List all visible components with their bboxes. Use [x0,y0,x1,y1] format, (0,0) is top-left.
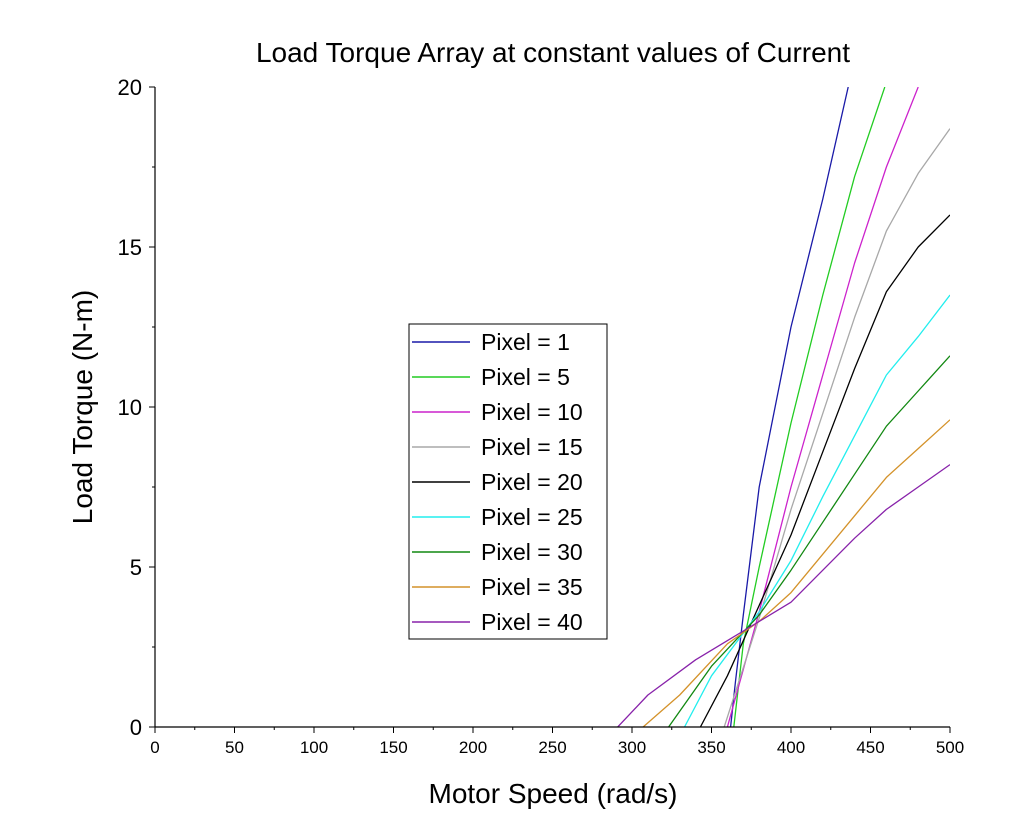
series-line-7 [668,355,950,727]
series-line-8 [642,419,950,727]
x-tick-label: 450 [856,738,884,757]
series-line-3 [726,87,919,727]
y-axis-label: Load Torque (N-m) [67,290,98,524]
legend-label-4: Pixel = 15 [481,434,583,460]
x-tick-label: 0 [150,738,159,757]
x-tick-label: 400 [777,738,805,757]
x-tick-label: 50 [225,738,244,757]
x-tick-label: 500 [936,738,964,757]
legend-label-1: Pixel = 1 [481,329,570,355]
legend-items: Pixel = 1 Pixel = 5 Pixel = 10 Pixel = 15 Pi… [412,329,583,635]
plot-area: 0 50 100 150 200 250 300 350 400 450 500 0 5 10 15 20 [118,75,965,757]
legend-label-2: Pixel = 5 [481,364,570,390]
legend: Pixel = 1 Pixel = 5 Pixel = 10 Pixel = 15 Pi… [408,323,608,640]
y-tick-label: 0 [130,715,142,740]
x-tick-label: 350 [697,738,725,757]
x-tick-label: 200 [459,738,487,757]
legend-label-9: Pixel = 40 [481,609,583,635]
series-layer [617,87,950,727]
x-tick-layer: 0 50 100 150 200 250 300 350 400 450 500 [150,727,964,757]
x-tick-label: 250 [538,738,566,757]
legend-label-6: Pixel = 25 [481,504,583,530]
x-tick-label: 100 [300,738,328,757]
x-axis-label: Motor Speed (rad/s) [429,778,678,809]
series-line-4 [723,128,950,727]
series-line-2 [733,87,886,727]
series-line-9 [617,464,950,727]
legend-label-7: Pixel = 30 [481,539,583,565]
series-line-5 [699,214,950,727]
y-tick-label: 5 [130,555,142,580]
series-line-1 [729,87,849,727]
chart-title: Load Torque Array at constant values of … [256,37,850,68]
legend-label-8: Pixel = 35 [481,574,583,600]
y-tick-label: 15 [118,235,142,260]
y-tick-label: 20 [118,75,142,100]
y-tick-label: 10 [118,395,142,420]
series-line-6 [683,294,950,727]
x-tick-label: 300 [618,738,646,757]
x-tick-label: 150 [379,738,407,757]
legend-label-5: Pixel = 20 [481,469,583,495]
y-tick-layer: 0 5 10 15 20 [118,75,155,740]
legend-label-3: Pixel = 10 [481,399,583,425]
